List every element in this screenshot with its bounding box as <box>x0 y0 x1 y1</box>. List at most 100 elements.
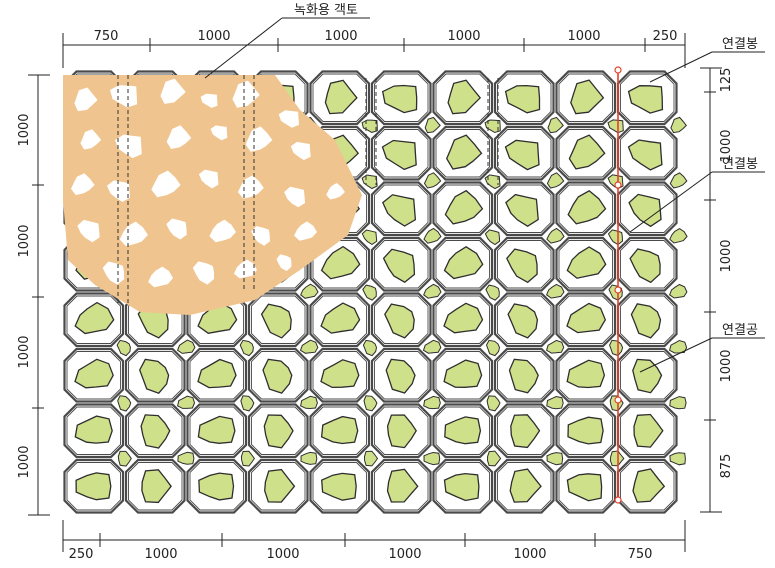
vegetation-cell <box>63 403 125 459</box>
junction-plant <box>485 284 500 301</box>
junction-plant <box>546 395 564 410</box>
vegetation-cell <box>616 70 678 126</box>
soil-voids <box>71 78 345 288</box>
junction-plant <box>423 283 442 299</box>
vegetation-cell <box>309 347 371 403</box>
vegetation-cell <box>432 403 494 459</box>
junction-plant <box>177 395 196 409</box>
vegetation-cell <box>63 458 125 514</box>
vegetation-cell <box>493 347 555 403</box>
junction-plant <box>486 450 502 467</box>
junction-plant <box>361 174 378 190</box>
vegetation-cell <box>555 458 617 514</box>
vegetation-cell <box>555 125 617 181</box>
vegetation-cell <box>616 236 678 292</box>
vegetation-cell <box>186 458 248 514</box>
vegetation-cell <box>186 347 248 403</box>
dim-top-6: 250 <box>653 29 678 44</box>
vegetation-cell <box>555 292 617 348</box>
junction-plant <box>362 284 377 301</box>
junction-plant <box>546 339 565 354</box>
vegetation-cell <box>616 125 678 181</box>
junction-plant <box>546 172 565 189</box>
vegetation-cell <box>616 181 678 237</box>
vegetation-cell <box>124 403 186 459</box>
junction-plant <box>117 395 132 412</box>
junction-plant <box>239 339 254 357</box>
junction-plant <box>546 227 565 244</box>
junction-plant <box>240 395 255 412</box>
junction-plant <box>177 451 195 465</box>
vegetation-cell <box>247 403 309 459</box>
junction-plant <box>240 450 256 467</box>
soil-void <box>148 266 173 288</box>
junction-plant <box>484 229 501 246</box>
dim-bottom-2: 1000 <box>144 547 177 562</box>
soil-void <box>71 173 95 196</box>
junction-plant <box>424 116 441 134</box>
vegetation-cell <box>309 458 371 514</box>
dim-bottom-1: 250 <box>69 547 94 562</box>
junction-plant <box>547 116 564 134</box>
soil-void <box>166 125 192 149</box>
junction-plant <box>669 452 686 466</box>
label-connector-hole: 연결공 <box>722 323 758 338</box>
vegetation-cell <box>63 292 125 348</box>
soil-void <box>276 254 292 271</box>
junction-plant <box>361 119 378 133</box>
leader-lines <box>204 17 765 373</box>
label-connector-rod-top: 연결봉 <box>722 37 758 52</box>
soil-void <box>251 226 270 246</box>
soil-void <box>77 219 100 243</box>
vegetation-cell <box>124 347 186 403</box>
junction-plant <box>609 339 624 357</box>
soil-void <box>198 169 219 189</box>
junction-plant <box>362 339 378 357</box>
junction-plant <box>363 450 379 467</box>
vegetation-cell <box>432 292 494 348</box>
vegetation-cell <box>493 236 555 292</box>
dim-top-3: 1000 <box>324 29 357 44</box>
junction-plant <box>669 172 688 189</box>
soil-void <box>245 126 273 152</box>
vegetation-cell <box>247 347 309 403</box>
dimension-labels-left: 1000 1000 1000 1000 <box>17 113 32 478</box>
label-connector-rod-middle: 연결봉 <box>722 157 758 172</box>
dimension-labels-bottom: 250 1000 1000 1000 1000 750 <box>69 547 653 562</box>
vegetation-cell <box>555 236 617 292</box>
dim-top-2: 1000 <box>197 29 230 44</box>
junction-plant <box>423 451 441 466</box>
vegetation-cell <box>370 403 432 459</box>
soil-void <box>119 221 148 247</box>
hidden-lines <box>117 75 499 305</box>
dim-right-4: 1000 <box>719 349 734 382</box>
dim-left-2: 1000 <box>17 224 32 257</box>
soil-void <box>151 170 181 198</box>
junction-plant <box>423 227 442 244</box>
junction-plant <box>423 172 442 189</box>
soil-void <box>160 78 186 104</box>
vegetation-cell <box>370 292 432 348</box>
vegetation-cell <box>432 70 494 126</box>
vegetation-cell <box>370 236 432 292</box>
vegetation-cell <box>432 347 494 403</box>
soil-void <box>107 180 130 202</box>
vegetation-cell <box>616 292 678 348</box>
soil-void <box>233 259 257 279</box>
junction-plant <box>609 450 625 467</box>
vegetation-cell <box>555 403 617 459</box>
dim-left-3: 1000 <box>17 335 32 368</box>
soil-void <box>290 141 311 161</box>
vegetation-cell <box>493 181 555 237</box>
vegetation-cell <box>432 181 494 237</box>
vegetation-cell <box>616 347 678 403</box>
vegetation-cell <box>616 403 678 459</box>
soil-void <box>166 218 187 240</box>
soil-void <box>74 87 98 112</box>
vegetation-cell <box>370 347 432 403</box>
dim-bottom-4: 1000 <box>388 547 421 562</box>
soil-void <box>284 186 306 208</box>
dim-top-4: 1000 <box>447 29 480 44</box>
dimension-labels-top: 750 1000 1000 1000 1000 250 <box>94 29 678 44</box>
